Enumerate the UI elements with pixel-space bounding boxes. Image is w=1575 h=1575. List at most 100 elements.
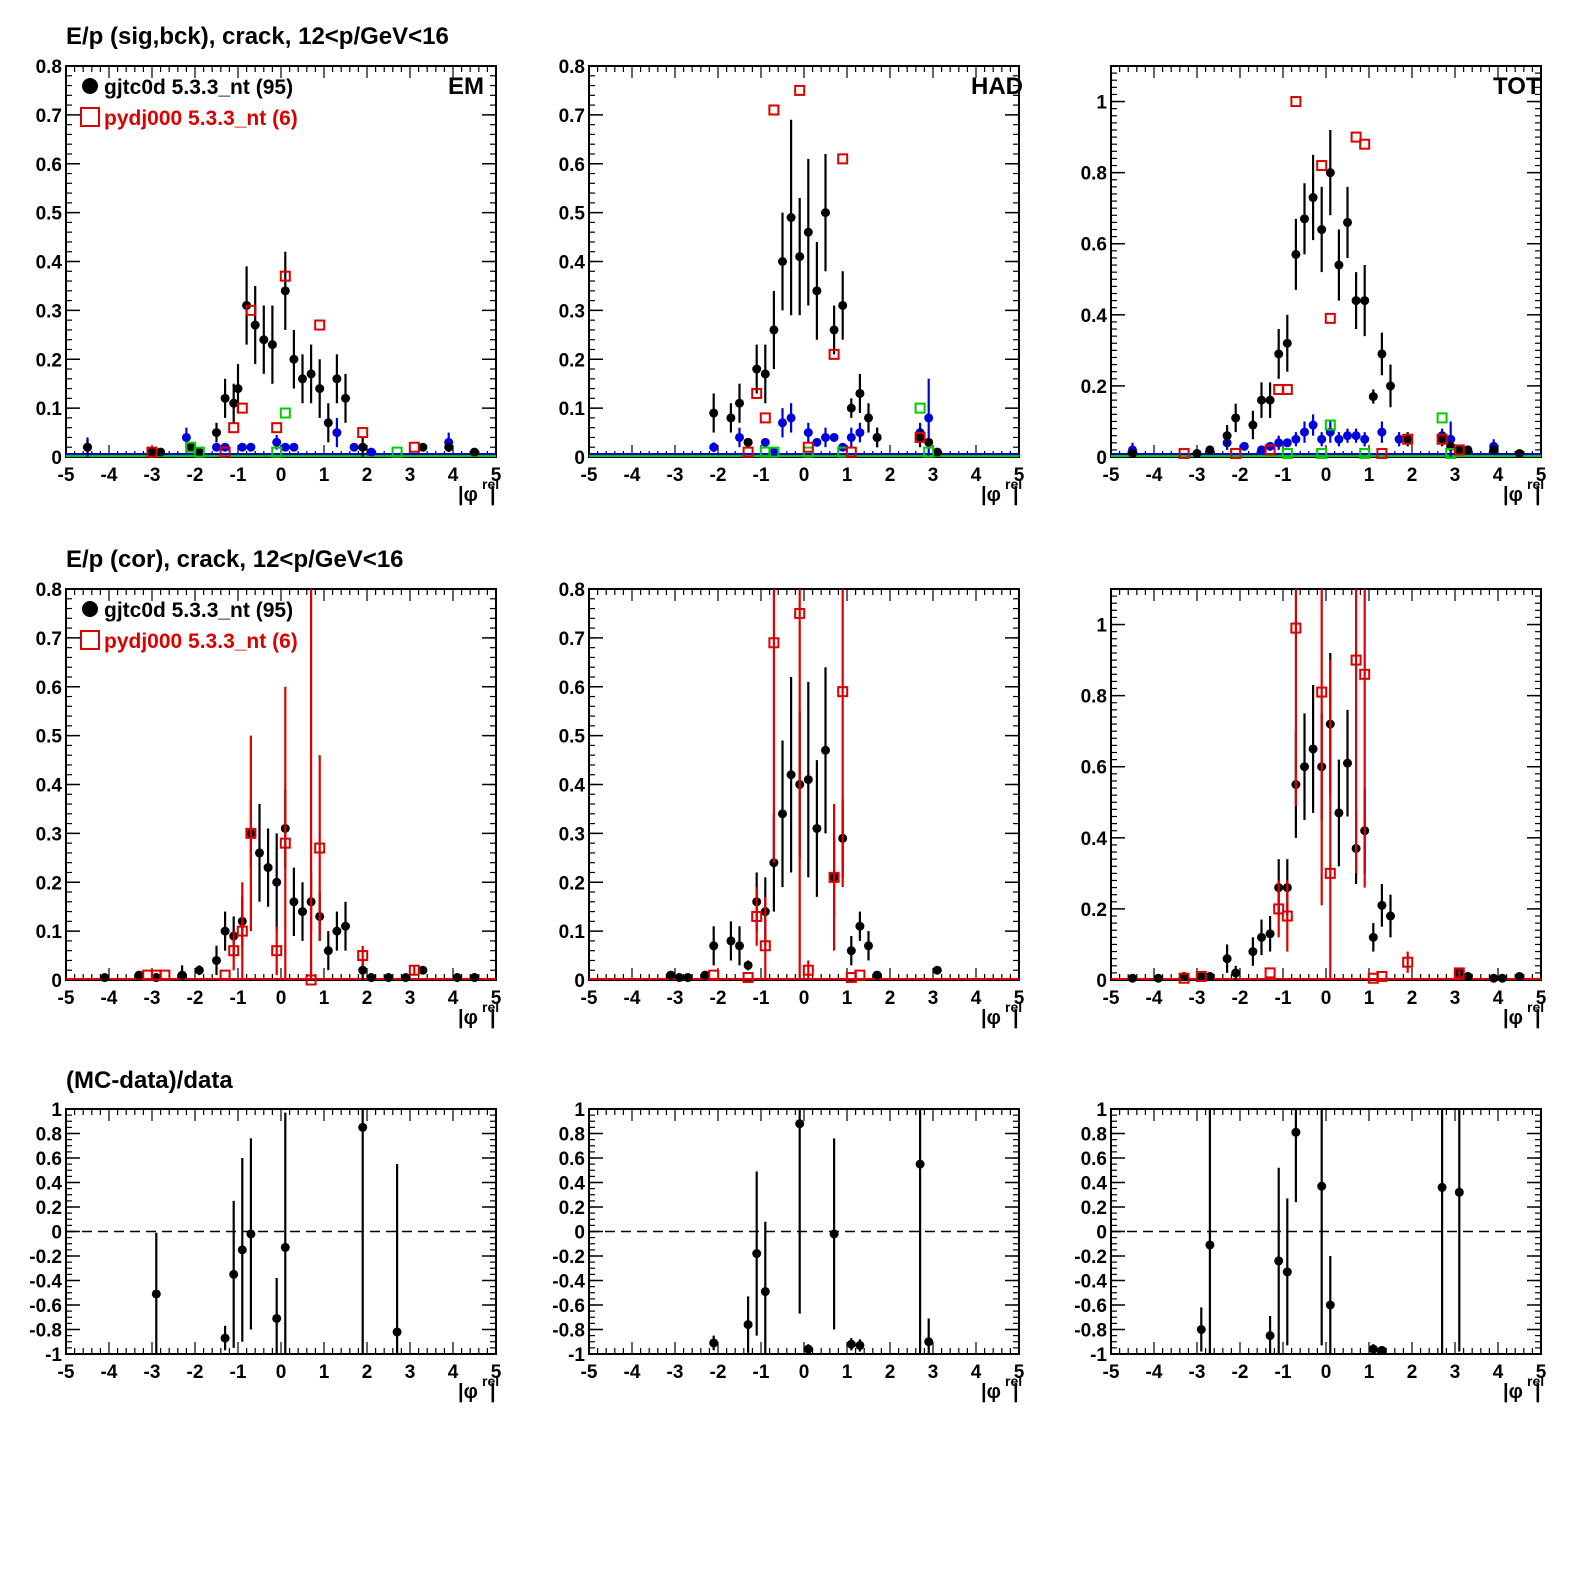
y-tick-label: -0.8 — [29, 1321, 62, 1342]
data-point — [250, 320, 260, 330]
x-axis-label-bar: | — [490, 1381, 496, 1403]
data-point — [280, 1242, 290, 1252]
data-point — [1248, 420, 1258, 430]
legend-label: gjtc0d 5.3.3_nt (95) — [104, 599, 293, 622]
data-point — [726, 936, 736, 946]
series-ratio — [1196, 1109, 1464, 1355]
y-tick-label: 0 — [51, 1223, 62, 1244]
panel-r1c1: -5 -4 -3 -2 -1 0 1 2 3 4 5 0 0.1 0.2 0.3 0.4 0.5 0.6 0.7 0.… — [559, 580, 1025, 1029]
data-point — [1308, 420, 1318, 430]
y-tick-label: 0 — [574, 448, 585, 469]
data-point — [735, 941, 744, 951]
data-point — [932, 447, 942, 457]
data-point — [1368, 392, 1378, 402]
data-point — [821, 432, 830, 442]
data-point — [1360, 296, 1370, 306]
x-tick-label: -1 — [230, 465, 247, 486]
data-point — [228, 422, 240, 434]
y-tick-label: 0.7 — [559, 106, 585, 127]
data-point — [271, 945, 283, 957]
data-point — [1195, 970, 1207, 982]
data-point — [332, 926, 342, 936]
data-point — [674, 973, 684, 983]
x-tick-label: -2 — [1232, 465, 1249, 486]
x-tick-label: 2 — [885, 988, 896, 1009]
data-point — [812, 437, 822, 447]
x-tick-label: -1 — [1275, 988, 1292, 1009]
data-point — [1308, 193, 1318, 203]
y-tick-label: 0 — [574, 971, 585, 992]
y-tick-label: 0.2 — [559, 873, 585, 894]
panel-label: EM — [448, 73, 484, 100]
panel-r0c1: -5 -4 -3 -2 -1 0 1 2 3 4 5 0 0.1 0.2 0.3 0.4 0.5 0.6 0.7 0.… — [559, 57, 1025, 506]
data-point — [332, 428, 342, 438]
data-point — [418, 965, 428, 975]
data-point — [778, 418, 787, 428]
data-point — [742, 446, 754, 458]
data-point — [1257, 932, 1266, 942]
data-point — [1376, 447, 1388, 459]
x-tick-label: 1 — [1364, 1362, 1375, 1383]
data-point — [1317, 225, 1327, 235]
data-point — [1368, 1344, 1378, 1354]
x-tick-label: -4 — [101, 465, 118, 486]
y-tick-label: 0.4 — [1081, 306, 1108, 327]
data-point — [245, 304, 257, 316]
data-point — [358, 442, 368, 452]
data-point — [829, 325, 839, 335]
x-axis-label-bar: | — [1535, 1381, 1541, 1403]
data-point — [1128, 448, 1137, 458]
y-tick-label: 0.1 — [36, 399, 63, 420]
data-point — [1265, 929, 1275, 939]
data-point — [1515, 448, 1524, 458]
data-point — [1324, 312, 1336, 324]
data-point — [1334, 260, 1344, 270]
data-point — [743, 960, 753, 970]
y-tick-label: 1 — [51, 1100, 62, 1121]
data-point — [177, 970, 187, 980]
x-tick-label: -3 — [1189, 465, 1206, 486]
data-point — [1515, 971, 1524, 981]
data-point — [915, 432, 925, 442]
panel-label: TOT — [1493, 73, 1541, 100]
y-tick-label: -1 — [568, 1345, 585, 1366]
data-point — [444, 442, 454, 452]
data-point — [314, 319, 326, 331]
y-tick-label: 0.2 — [36, 1198, 62, 1219]
y-tick-label: 0.6 — [559, 1149, 585, 1170]
data-point — [219, 446, 231, 458]
data-point — [470, 973, 479, 983]
y-tick-label: -0.2 — [29, 1247, 62, 1268]
series-mc — [142, 589, 420, 986]
data-point — [1351, 296, 1361, 306]
data-point — [384, 973, 393, 983]
data-point — [1324, 419, 1336, 431]
data-point — [1394, 434, 1404, 444]
data-point — [846, 1339, 856, 1349]
data-point — [769, 325, 779, 335]
data-point — [1222, 954, 1232, 964]
legend: gjtc0d 5.3.3_nt (95) pydj000 5.3.3_nt (6) — [80, 599, 298, 653]
data-point — [1343, 431, 1352, 441]
data-point — [237, 442, 247, 452]
y-tick-label: 0.5 — [36, 204, 63, 225]
x-axis-label-sup: rel — [1527, 999, 1544, 1015]
x-tick-label: 5 — [1014, 988, 1025, 1009]
row-title-cor: E/p (cor), crack, 12<p/GeV<16 — [66, 546, 404, 573]
x-axis-label-sup: rel — [1527, 1373, 1544, 1389]
data-point — [855, 1340, 865, 1350]
x-tick-label: -4 — [624, 465, 641, 486]
data-point — [279, 270, 291, 282]
data-point — [1300, 214, 1309, 224]
y-tick-label: 0.5 — [36, 727, 63, 748]
data-point — [752, 1249, 762, 1259]
x-tick-label: -2 — [710, 988, 727, 1009]
data-point — [1231, 413, 1241, 423]
data-point — [1463, 971, 1473, 981]
x-axis-label-sup: rel — [482, 999, 499, 1015]
data-point — [802, 964, 814, 976]
y-tick-label: 0.2 — [1081, 1198, 1107, 1219]
data-point — [315, 384, 325, 394]
data-point — [924, 413, 934, 423]
x-tick-label: 1 — [842, 988, 853, 1009]
